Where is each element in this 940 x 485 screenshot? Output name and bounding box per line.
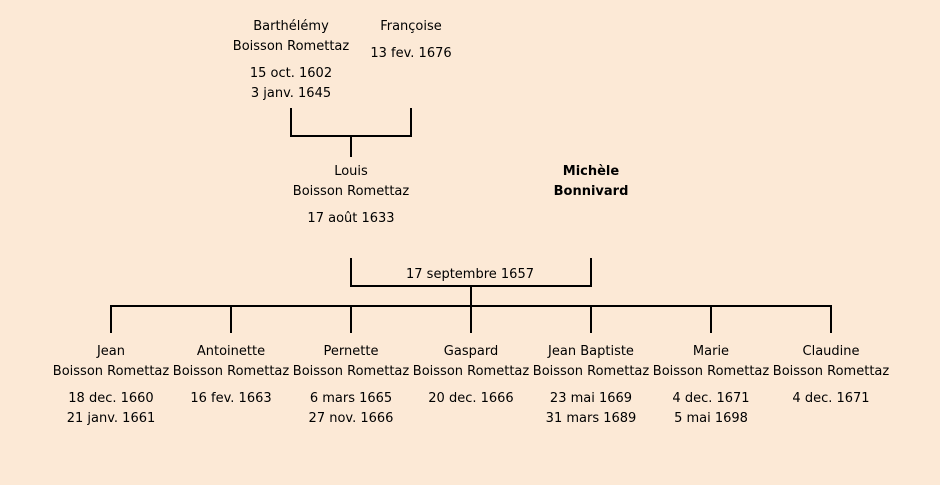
surname: Boisson Romettaz bbox=[772, 364, 890, 379]
birth-date: 17 août 1633 bbox=[307, 211, 395, 226]
surname: Boisson Romettaz bbox=[172, 364, 290, 379]
child-card[interactable]: Antoinette Boisson Romettaz 16 fev. 1663 bbox=[156, 342, 306, 409]
mother-card[interactable]: Michèle Bonnivard bbox=[516, 162, 666, 202]
surname: Boisson Romettaz bbox=[292, 184, 410, 199]
surname: Boisson Romettaz bbox=[412, 364, 530, 379]
death-date: 5 mai 1698 bbox=[674, 411, 748, 426]
death-date: 31 mars 1689 bbox=[545, 411, 637, 426]
first-name: Claudine bbox=[802, 344, 860, 359]
first-name: Jean Baptiste bbox=[548, 344, 634, 359]
surname: Bonnivard bbox=[553, 184, 629, 199]
father-card[interactable]: Louis Boisson Romettaz 17 août 1633 bbox=[276, 162, 426, 229]
child-card[interactable]: Marie Boisson Romettaz 4 dec. 1671 5 mai… bbox=[636, 342, 786, 429]
birth-date: 23 mai 1669 bbox=[549, 391, 633, 406]
grandmother-card[interactable]: Françoise 13 fev. 1676 bbox=[336, 17, 486, 64]
child-card[interactable]: Jean Boisson Romettaz 18 dec. 1660 21 ja… bbox=[36, 342, 186, 429]
birth-date: 15 oct. 1602 bbox=[249, 66, 333, 81]
surname: Boisson Romettaz bbox=[52, 364, 170, 379]
first-name: Barthélémy bbox=[253, 19, 329, 34]
grandfather-card[interactable]: Barthélémy Boisson Romettaz 15 oct. 1602… bbox=[216, 17, 366, 104]
first-name: Françoise bbox=[380, 19, 442, 34]
child-card[interactable]: Claudine Boisson Romettaz 4 dec. 1671 bbox=[756, 342, 906, 409]
first-name: Michèle bbox=[562, 164, 620, 179]
death-date: 3 janv. 1645 bbox=[250, 86, 332, 101]
birth-date: 18 dec. 1660 bbox=[68, 391, 154, 406]
first-name: Marie bbox=[692, 344, 730, 359]
first-name: Pernette bbox=[323, 344, 379, 359]
birth-date: 6 mars 1665 bbox=[309, 391, 393, 406]
death-date: 21 janv. 1661 bbox=[66, 411, 156, 426]
surname: Boisson Romettaz bbox=[292, 364, 410, 379]
first-name: Gaspard bbox=[443, 344, 499, 359]
marriage-date: 17 septembre 1657 bbox=[406, 267, 534, 282]
child-card[interactable]: Gaspard Boisson Romettaz 20 dec. 1666 bbox=[396, 342, 546, 409]
birth-date: 4 dec. 1671 bbox=[792, 391, 870, 406]
death-date: 27 nov. 1666 bbox=[308, 411, 394, 426]
first-name: Jean bbox=[96, 344, 126, 359]
child-card[interactable]: Jean Baptiste Boisson Romettaz 23 mai 16… bbox=[516, 342, 666, 429]
child-card[interactable]: Pernette Boisson Romettaz 6 mars 1665 27… bbox=[276, 342, 426, 429]
birth-date: 4 dec. 1671 bbox=[672, 391, 750, 406]
first-name: Antoinette bbox=[196, 344, 266, 359]
surname: Boisson Romettaz bbox=[232, 39, 350, 54]
first-name: Louis bbox=[334, 164, 368, 179]
death-date: 13 fev. 1676 bbox=[370, 46, 452, 61]
surname: Boisson Romettaz bbox=[652, 364, 770, 379]
birth-date: 20 dec. 1666 bbox=[428, 391, 514, 406]
birth-date: 16 fev. 1663 bbox=[190, 391, 272, 406]
surname: Boisson Romettaz bbox=[532, 364, 650, 379]
